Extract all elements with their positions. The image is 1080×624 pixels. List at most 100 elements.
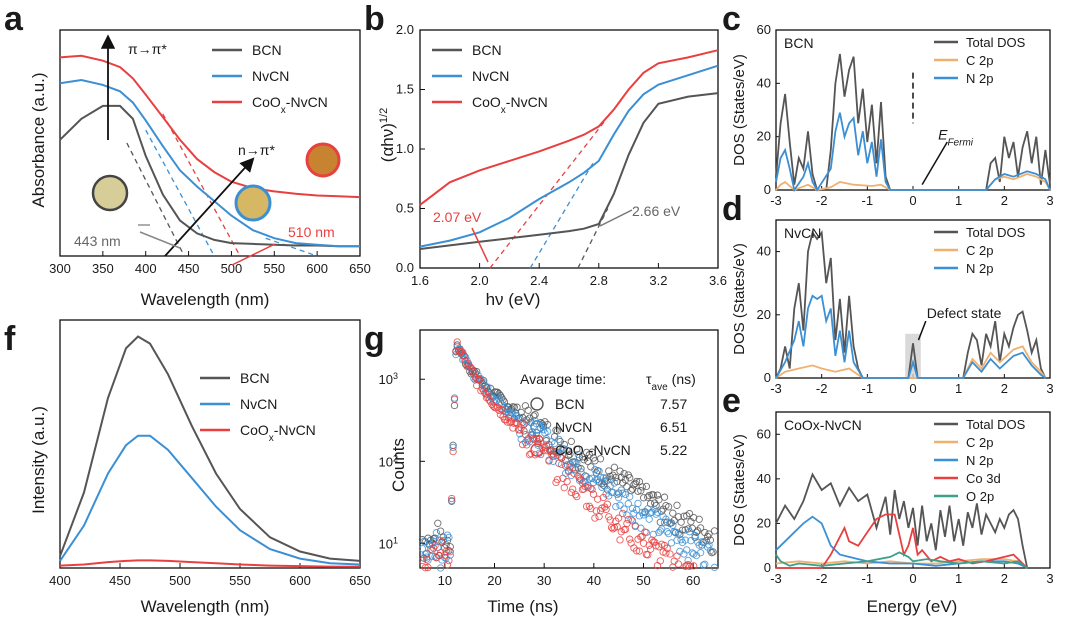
- panel-g-point-CoOx-NvCN: [614, 514, 623, 522]
- panel-g-point-CoOx-NvCN: [644, 551, 652, 559]
- legend-f-bcn: BCN: [240, 370, 270, 386]
- coox-sample-photo: [305, 142, 341, 178]
- panel-b-xtick-label: 2.4: [530, 273, 548, 288]
- panel-g-point-NvCN: [701, 560, 709, 568]
- panel-g-point-CoOx-NvCN: [530, 435, 538, 443]
- panel-g-point-NvCN: [681, 536, 689, 544]
- panel-g-point-CoOx-NvCN: [431, 542, 439, 550]
- panel-b-tangent: [577, 208, 609, 269]
- panel-g-point-NvCN: [634, 499, 642, 508]
- panel-g-point-CoOx-NvCN: [495, 406, 503, 414]
- panel-g-point-CoOx-NvCN: [467, 364, 475, 372]
- gray-arrow-line: [139, 231, 181, 249]
- panel-g-point-CoOx-NvCN: [545, 457, 553, 465]
- pe-frame: [775, 411, 1051, 569]
- pd-title: NvCN: [784, 225, 821, 241]
- pe-legend-label: C 2p: [966, 435, 993, 450]
- panel-g-point-CoOx-NvCN: [442, 547, 450, 556]
- panel-a-xtick-label: 450: [178, 261, 200, 276]
- legend-g-coox: CoOx-NvCN: [555, 442, 631, 464]
- legend-g-coox-tau: 5.22: [660, 442, 687, 458]
- panel-g-point-NvCN: [627, 515, 635, 524]
- panel-g-point-CoOx-NvCN: [550, 447, 559, 456]
- nvcn-sample-photo: [234, 184, 272, 222]
- pe-xtick-label: 1: [955, 571, 962, 586]
- panel-g-xlabel: Time (ns): [487, 597, 558, 616]
- panel-g-point-CoOx-NvCN: [453, 338, 461, 346]
- panel-g-point-CoOx-NvCN: [535, 435, 543, 444]
- red-gap-label: 2.07 eV: [433, 209, 482, 225]
- panel-a-label: a: [4, 0, 24, 38]
- panel-a-series-BCN: [59, 104, 360, 248]
- panel-g-point-CoOx-NvCN: [591, 514, 599, 522]
- panel-g-point-NvCN: [660, 518, 669, 527]
- panel-g-point-BCN: [706, 536, 715, 544]
- panel-g-point-BCN: [599, 481, 607, 489]
- panel-g-point-BCN: [695, 515, 703, 523]
- panel-f: f 400 450 500 550 600 650 Intensity (a.u.) Wa…: [4, 319, 371, 616]
- panel-g-point-BCN: [531, 410, 539, 419]
- panel-g-point-CoOx-NvCN: [624, 515, 632, 524]
- pd-ytick-label: 40: [757, 244, 771, 259]
- panel-g-point-BCN: [637, 487, 645, 495]
- panel-g-point-CoOx-NvCN: [423, 555, 431, 563]
- panel-g-point-CoOx-NvCN: [424, 563, 432, 572]
- legend-g-nvcn-tau: 6.51: [660, 419, 687, 435]
- panel-g-point-BCN: [696, 524, 705, 532]
- panel-g-point-CoOx-NvCN: [520, 420, 528, 428]
- panel-g: g 10 20 30 40 50 60 101 102 103 Counts Time (ns)…: [364, 320, 719, 616]
- panel-g-point-CoOx-NvCN: [613, 523, 621, 531]
- panel-g-point-CoOx-NvCN: [626, 535, 634, 543]
- legend-b-nvcn: NvCN: [472, 68, 509, 84]
- panel-g-point-CoOx-NvCN: [627, 539, 635, 547]
- pe-xtick-label: 2: [1001, 571, 1008, 586]
- panel-g-point-CoOx-NvCN: [475, 375, 484, 384]
- legend-f-coox: CoOx-NvCN: [240, 422, 316, 444]
- pc-ytick-label: 0: [764, 182, 771, 197]
- defect-state-highlight: [905, 333, 921, 378]
- panel-b-series-NvCN: [419, 64, 719, 248]
- panel-g-point-BCN: [605, 467, 613, 475]
- pe-legend-label: N 2p: [966, 453, 993, 468]
- panel-g-point-BCN: [567, 437, 575, 446]
- panel-g-point-BCN: [450, 401, 459, 410]
- panel-g-point-BCN: [573, 445, 581, 453]
- panel-g-point-CoOx-NvCN: [602, 505, 610, 514]
- legend-g-bcn-tau: 7.57: [660, 396, 687, 412]
- panel-a-legend: BCN NvCN CoOx-NvCN: [212, 42, 328, 116]
- panel-e-xlabel: Energy (eV): [867, 597, 958, 616]
- panel-g-point-NvCN: [616, 501, 624, 509]
- panel-g-point-BCN: [708, 549, 716, 557]
- pc-legend-label: C 2p: [966, 53, 993, 68]
- panel-a: a 300 350 400 450 500 550 600 650 π→π* n→π* 443 nm…: [4, 0, 371, 309]
- panel-g-point-CoOx-NvCN: [452, 347, 460, 355]
- pd-ytick-label: 0: [764, 370, 771, 385]
- panel-g-point-BCN: [627, 486, 635, 495]
- panel-g-xtick-label: 20: [487, 573, 501, 588]
- pd-xtick-label: -3: [770, 381, 782, 396]
- panel-g-point-CoOx-NvCN: [603, 500, 612, 508]
- panel-a-frame: [59, 29, 361, 257]
- panel-g-point-BCN: [642, 482, 651, 491]
- panel-g-point-BCN: [446, 543, 454, 551]
- panel-a-xlabel: Wavelength (nm): [141, 290, 270, 309]
- legend-g-coox-marker: [530, 443, 544, 457]
- panel-g-point-CoOx-NvCN: [595, 512, 603, 521]
- panel-g-point-BCN: [436, 527, 445, 535]
- panel-g-point-BCN: [677, 518, 685, 526]
- pc-ytick-label: 20: [757, 129, 771, 144]
- pc-title: BCN: [784, 35, 814, 51]
- panel-g-point-CoOx-NvCN: [656, 557, 664, 565]
- pc-xtick-label: -1: [862, 193, 874, 208]
- panel-b-ytick-label: 0.5: [396, 201, 414, 216]
- panel-g-point-CoOx-NvCN: [577, 476, 585, 484]
- panel-g-point-NvCN: [621, 490, 630, 499]
- panel-g-point-BCN: [610, 463, 619, 471]
- panel-g-point-BCN: [566, 450, 574, 458]
- pe-ytick-label: 40: [757, 471, 771, 486]
- panel-g-point-BCN: [656, 518, 664, 526]
- panel-g-point-CoOx-NvCN: [556, 453, 564, 461]
- panel-g-point-CoOx-NvCN: [446, 548, 454, 556]
